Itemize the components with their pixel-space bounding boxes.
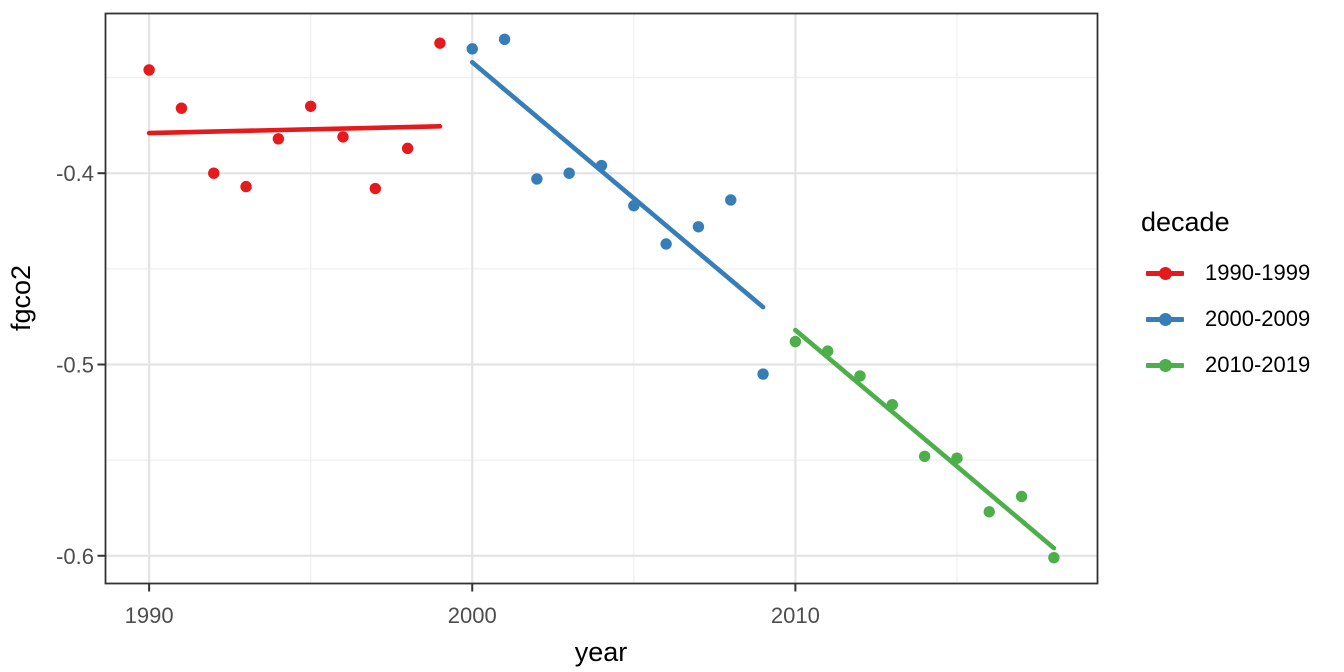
data-point [337, 131, 349, 143]
panel-border [104, 12, 1099, 585]
trend-lines [146, 59, 1057, 551]
data-point [175, 102, 188, 114]
data-point [1015, 490, 1028, 503]
y-tick-label: -0.4 [56, 161, 94, 186]
data-point [692, 221, 705, 233]
x-axis-title: year [575, 637, 628, 667]
data-point [1048, 551, 1060, 564]
data-point [466, 43, 478, 55]
data-point [563, 167, 575, 179]
trend-line [793, 327, 1057, 551]
y-axis-title: fgco2 [6, 265, 36, 331]
legend-key-icon [1146, 352, 1184, 378]
legend: decade 1990-1999 2000-2009 2010-2019 [1140, 209, 1340, 388]
axes: 1990 2000 2010 -0.4 -0.5 -0.6 [56, 161, 820, 628]
data-point [208, 167, 220, 179]
legend-entry: 2010-2019 [1146, 342, 1340, 388]
y-tick-label: -0.6 [56, 544, 94, 569]
x-tick-label: 2000 [448, 603, 497, 628]
data-point [757, 368, 769, 380]
data-point [272, 133, 285, 145]
data-point [983, 506, 995, 518]
data-point [531, 173, 543, 185]
legend-key-icon [1146, 306, 1184, 332]
data-point [725, 194, 737, 206]
x-tick-label: 2010 [771, 603, 820, 628]
data-point [434, 37, 446, 49]
panel-background [105, 13, 1098, 584]
legend-title: decade [1141, 207, 1230, 237]
data-point [789, 335, 802, 348]
legend-entry-label: 2010-2019 [1205, 352, 1311, 377]
data-point [369, 182, 382, 195]
data-point [143, 64, 155, 76]
data-point [660, 238, 672, 250]
data-point [918, 450, 931, 463]
legend-entry: 2000-2009 [1146, 296, 1340, 342]
x-tick-label: 1990 [125, 603, 174, 628]
data-point [304, 100, 317, 112]
trend-line [146, 124, 443, 136]
data-points [143, 33, 1060, 564]
legend-entry-label: 1990-1999 [1205, 260, 1311, 285]
legend-entry-label: 2000-2009 [1205, 306, 1311, 331]
legend-entries: 1990-1999 2000-2009 2010-2019 [1140, 250, 1340, 388]
data-point [498, 33, 511, 46]
trend-line [469, 59, 766, 310]
panel-border-rect [104, 12, 1099, 585]
y-tick-label: -0.5 [56, 352, 94, 377]
legend-key-icon [1146, 260, 1184, 286]
data-point [401, 142, 414, 155]
data-point [854, 370, 866, 382]
data-point [240, 180, 252, 193]
plot-panel [105, 13, 1098, 584]
legend-entry: 1990-1999 [1146, 250, 1340, 296]
